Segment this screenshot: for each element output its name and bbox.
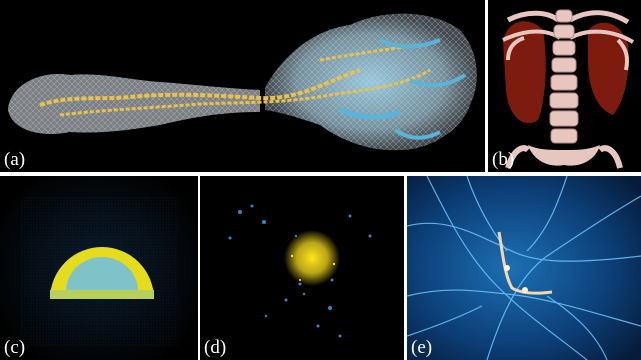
panel-b-spine-render: (b) [488,0,641,172]
cluster-render-image [200,176,404,360]
panel-a-protein-render: (a) [0,0,485,172]
panel-e-cosmicweb-render: (e) [407,176,641,360]
panel-label-d: (d) [204,337,227,358]
panel-d-cluster-render: (d) [200,176,404,360]
panel-c-halfsphere-render: (c) [0,176,198,360]
halfsphere-render-image [0,176,198,360]
spine-render-image [488,0,641,172]
cosmicweb-render-image [407,176,641,360]
protein-render-image [0,0,485,172]
panel-label-b: (b) [492,149,515,170]
panel-label-e: (e) [411,337,433,358]
panel-label-c: (c) [4,337,26,358]
panel-label-a: (a) [4,149,26,170]
